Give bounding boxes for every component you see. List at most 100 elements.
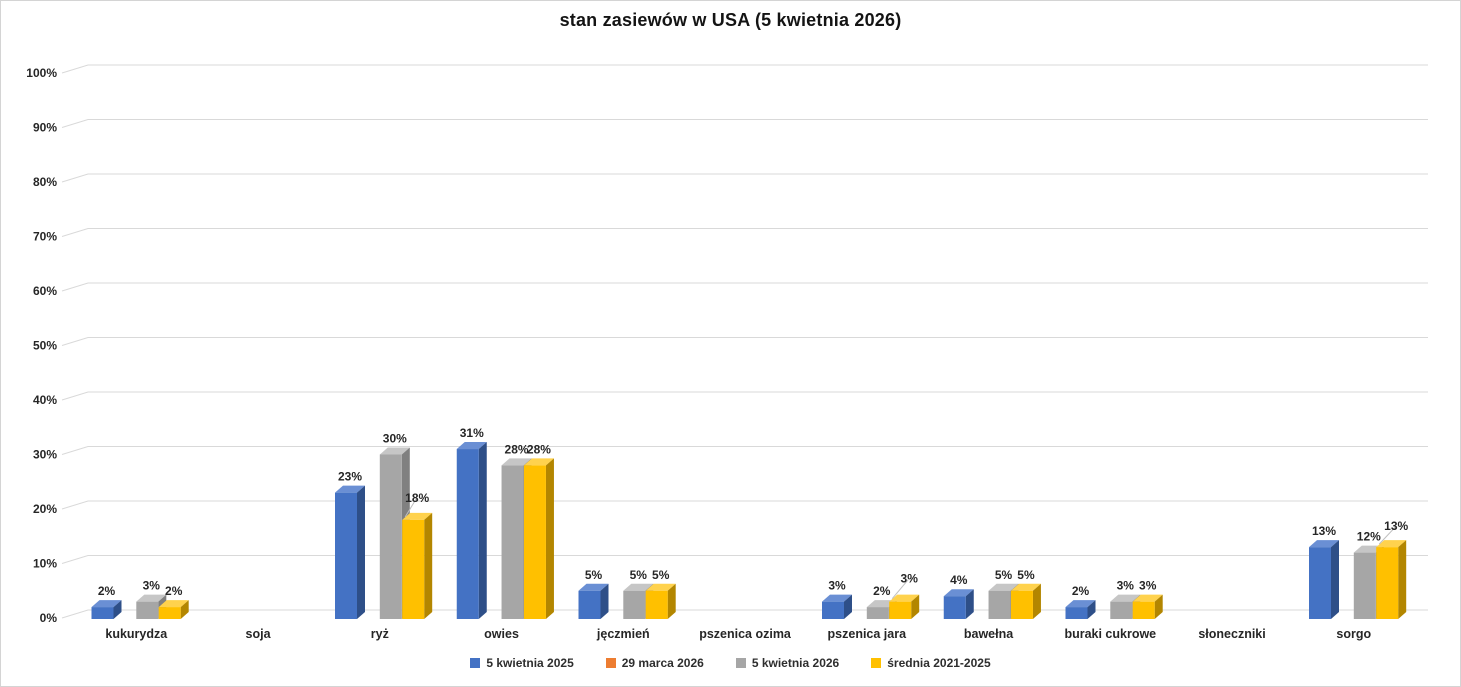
legend-label: 29 marca 2026 (621, 656, 704, 670)
x-category-label: owies (484, 627, 519, 641)
gridline (61, 446, 1428, 455)
bar-side-face (911, 594, 920, 619)
y-tick-label: 80% (33, 175, 57, 189)
bar-value-label: 3% (1139, 579, 1157, 593)
x-category-label: ryż (371, 627, 389, 641)
bar-top-face (645, 583, 676, 591)
bar-value-label: 5% (1017, 568, 1035, 582)
bar-value-label: 2% (873, 584, 891, 598)
bar (523, 465, 546, 619)
gridline (61, 282, 1428, 292)
gridline (61, 337, 1428, 346)
bar-value-label: 5% (630, 568, 648, 582)
bar (578, 590, 601, 619)
bar-top-face (523, 458, 554, 466)
bar-value-label: 5% (995, 568, 1013, 582)
bar-value-label: 3% (1117, 579, 1135, 593)
bar-top-face (943, 589, 974, 597)
y-tick-label: 10% (33, 557, 57, 571)
x-category-label: buraki cukrowe (1064, 627, 1156, 641)
bar-top-face (578, 583, 609, 591)
gridline (61, 228, 1428, 237)
gridline (61, 119, 1428, 128)
x-category-label: kukurydza (105, 627, 168, 641)
y-tick-label: 100% (26, 66, 57, 80)
bar-top-face (1065, 600, 1096, 608)
bar-value-label: 12% (1357, 530, 1381, 544)
bar (91, 607, 114, 619)
bar (335, 492, 357, 619)
bar-top-face (1010, 583, 1041, 591)
bar-value-label: 31% (460, 426, 484, 440)
bar (645, 590, 668, 619)
bar (866, 607, 889, 619)
bar (1010, 590, 1033, 619)
bar (1132, 601, 1155, 619)
bar-top-face (91, 600, 122, 608)
bar-value-label: 3% (901, 572, 919, 586)
legend-item-3: średnia 2021-2025 (871, 656, 991, 670)
bar-value-label: 2% (1072, 584, 1090, 598)
y-tick-label: 60% (33, 284, 57, 298)
bar-value-label: 28% (505, 442, 529, 456)
bar-top-face (158, 600, 189, 608)
bar-side-face (357, 485, 365, 619)
bar-value-label: 13% (1384, 519, 1408, 533)
bar-top-face (889, 594, 920, 602)
bar-value-label: 28% (527, 442, 551, 456)
bar-value-label: 3% (143, 579, 161, 593)
label-leader-line (404, 498, 417, 518)
legend-swatch-icon (871, 658, 882, 668)
x-category-label: pszenica jara (828, 627, 908, 641)
gridline (61, 555, 1428, 564)
bar (456, 449, 479, 619)
bar (822, 601, 844, 619)
bar-side-face (965, 589, 974, 619)
gridline (61, 391, 1428, 401)
bar (1353, 552, 1376, 619)
bar (1376, 547, 1399, 619)
bar-side-face (180, 600, 189, 619)
bar-top-face (1132, 594, 1163, 602)
bar-top-face (456, 442, 487, 450)
bar-side-face (667, 583, 676, 619)
bar-value-label: 5% (652, 568, 670, 582)
bar-top-face (136, 594, 167, 602)
bar-side-face (1398, 540, 1407, 619)
label-leader-line (891, 579, 909, 599)
bar (379, 454, 402, 619)
x-category-label: sorgo (1336, 627, 1371, 641)
bar-top-face (501, 458, 532, 466)
bar-value-label: 3% (828, 579, 846, 593)
legend-swatch-icon (470, 658, 481, 668)
bar (988, 590, 1011, 619)
bar-value-label: 18% (405, 491, 429, 505)
bar-side-face (113, 600, 122, 619)
bar-side-face (478, 442, 487, 619)
bar (158, 607, 181, 619)
label-leader-line (1378, 526, 1396, 545)
x-category-label: bawełna (964, 627, 1014, 641)
bar (1110, 601, 1133, 619)
y-tick-label: 50% (33, 339, 57, 353)
legend-item-2: 5 kwietnia 2026 (735, 656, 839, 670)
bar-value-label: 5% (585, 568, 603, 582)
gridline (61, 500, 1428, 510)
chart-legend: 5 kwietnia 2025 29 marca 2026 5 kwietnia 2… (0, 656, 1461, 670)
bar-top-face (379, 447, 410, 455)
bar (136, 601, 159, 619)
legend-label: 5 kwietnia 2025 (486, 656, 574, 670)
bar (943, 596, 966, 619)
bar-side-face (545, 458, 554, 619)
legend-swatch-icon (735, 658, 746, 668)
bar-side-face (1331, 540, 1339, 619)
bar (623, 590, 646, 619)
legend-swatch-icon (605, 658, 616, 668)
bar-value-label: 23% (338, 470, 362, 484)
legend-item-0: 5 kwietnia 2025 (470, 656, 574, 670)
legend-item-1: 29 marca 2026 (605, 656, 704, 670)
bar-value-label: 4% (950, 573, 968, 587)
bar-top-face (988, 583, 1019, 591)
y-tick-label: 30% (33, 448, 57, 462)
